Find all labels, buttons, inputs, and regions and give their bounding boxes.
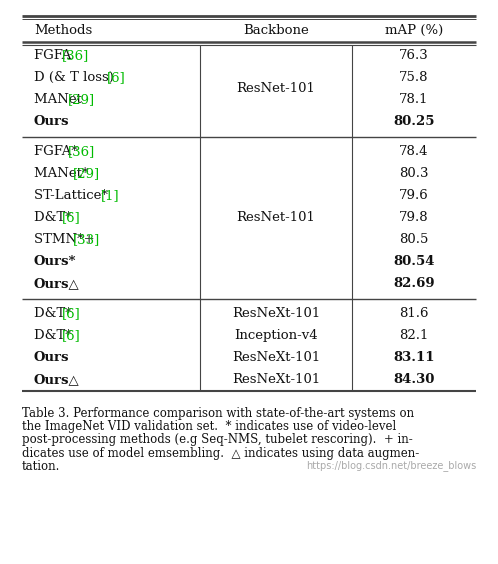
Text: mAP (%): mAP (%) bbox=[385, 24, 443, 37]
Text: 82.69: 82.69 bbox=[393, 277, 435, 290]
Text: MANet*: MANet* bbox=[34, 167, 93, 180]
Text: [33]: [33] bbox=[73, 233, 101, 246]
Text: the ImageNet VID validation set.  * indicates use of video-level: the ImageNet VID validation set. * indic… bbox=[22, 420, 396, 433]
Text: D&T*: D&T* bbox=[34, 211, 76, 224]
Text: Table 3. Performance comparison with state-of-the-art systems on: Table 3. Performance comparison with sta… bbox=[22, 407, 414, 420]
Text: 80.3: 80.3 bbox=[399, 167, 429, 180]
Text: [6]: [6] bbox=[107, 71, 125, 84]
Text: Methods: Methods bbox=[34, 24, 92, 37]
Text: Ours△: Ours△ bbox=[34, 373, 80, 386]
Text: 78.1: 78.1 bbox=[399, 93, 429, 106]
Text: Ours: Ours bbox=[34, 115, 70, 128]
Text: Ours△: Ours△ bbox=[34, 277, 80, 290]
Text: [6]: [6] bbox=[62, 211, 81, 224]
Text: FGFA: FGFA bbox=[34, 49, 76, 62]
Text: dicates use of model emsembling.  △ indicates using data augmen-: dicates use of model emsembling. △ indic… bbox=[22, 447, 419, 460]
Text: 78.4: 78.4 bbox=[399, 145, 429, 158]
Text: FGFA*: FGFA* bbox=[34, 145, 82, 158]
Text: 75.8: 75.8 bbox=[399, 71, 429, 84]
Text: 81.6: 81.6 bbox=[399, 307, 429, 320]
Bar bbox=[22, 16, 476, 392]
Text: 76.3: 76.3 bbox=[399, 49, 429, 62]
Text: 80.54: 80.54 bbox=[393, 255, 435, 268]
Text: D (& T loss): D (& T loss) bbox=[34, 71, 118, 84]
Text: [36]: [36] bbox=[68, 145, 95, 158]
Text: Backbone: Backbone bbox=[243, 24, 309, 37]
Text: Ours*: Ours* bbox=[34, 255, 77, 268]
Text: D&T*: D&T* bbox=[34, 329, 76, 342]
Text: ResNeXt-101: ResNeXt-101 bbox=[232, 307, 320, 320]
Text: 82.1: 82.1 bbox=[399, 329, 429, 342]
Text: ResNeXt-101: ResNeXt-101 bbox=[232, 351, 320, 364]
Text: [1]: [1] bbox=[101, 189, 120, 202]
Text: tation.: tation. bbox=[22, 460, 60, 474]
Text: Ours: Ours bbox=[34, 351, 70, 364]
Text: 83.11: 83.11 bbox=[393, 351, 435, 364]
Text: 80.25: 80.25 bbox=[393, 115, 435, 128]
Text: Inception-v4: Inception-v4 bbox=[234, 329, 318, 342]
Text: 79.8: 79.8 bbox=[399, 211, 429, 224]
Text: 84.30: 84.30 bbox=[393, 373, 435, 386]
Text: STMN*+: STMN*+ bbox=[34, 233, 99, 246]
Text: [6]: [6] bbox=[62, 329, 81, 342]
Text: [36]: [36] bbox=[62, 49, 89, 62]
Text: ResNet-101: ResNet-101 bbox=[237, 211, 315, 224]
Text: https://blog.csdn.net/breeze_blows: https://blog.csdn.net/breeze_blows bbox=[306, 460, 476, 472]
Text: [29]: [29] bbox=[68, 93, 95, 106]
Text: D&T*: D&T* bbox=[34, 307, 76, 320]
Text: MANet: MANet bbox=[34, 93, 86, 106]
Text: post-processing methods (e.g Seq-NMS, tubelet rescoring).  + in-: post-processing methods (e.g Seq-NMS, tu… bbox=[22, 434, 413, 447]
Text: ST-Lattice*: ST-Lattice* bbox=[34, 189, 112, 202]
Text: ResNeXt-101: ResNeXt-101 bbox=[232, 373, 320, 386]
Text: [29]: [29] bbox=[73, 167, 100, 180]
Text: 80.5: 80.5 bbox=[399, 233, 429, 246]
Text: ResNet-101: ResNet-101 bbox=[237, 82, 315, 95]
Text: [6]: [6] bbox=[62, 307, 81, 320]
Text: 79.6: 79.6 bbox=[399, 189, 429, 202]
